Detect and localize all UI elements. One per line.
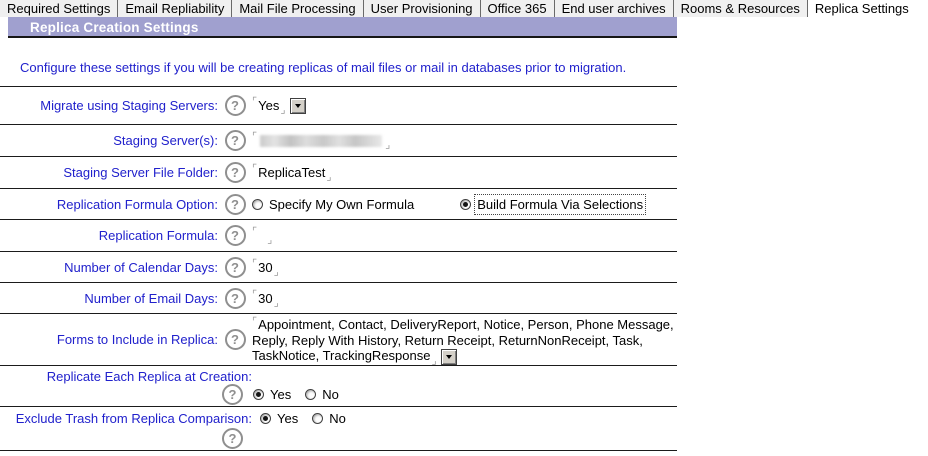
row-forms-to-include-in-replica: Forms to Include in Replica: ? ⌜Appointm… [0, 314, 677, 367]
field-marker-right-icon: ⌟ [280, 103, 286, 116]
field-marker-right-icon: ⌟ [326, 170, 332, 183]
tab-divider [553, 0, 555, 17]
tab-user-provisioning[interactable]: User Provisioning [363, 0, 480, 17]
radio-specify-my-own-formula[interactable]: Specify My Own Formula [252, 197, 414, 212]
section-header-bar: Replica Creation Settings [8, 17, 677, 38]
tab-divider [806, 0, 808, 17]
forms-to-include-field[interactable]: Appointment, Contact, DeliveryReport, No… [252, 317, 674, 363]
field-label: Replicate Each Replica at Creation: [46, 368, 252, 384]
help-icon[interactable]: ? [222, 383, 243, 405]
tab-divider [479, 0, 481, 17]
radio-build-formula-via-selections[interactable]: Build Formula Via Selections [460, 193, 647, 215]
page-title: Replica Creation Settings [30, 20, 199, 35]
row-replicate-each-replica-at-creation: Replicate Each Replica at Creation: ? Ye… [0, 366, 677, 407]
help-icon[interactable]: ? [224, 130, 246, 151]
help-icon[interactable]: ? [224, 225, 246, 246]
row-replication-formula-option: Replication Formula Option: ? Specify My… [0, 189, 677, 220]
help-icon[interactable]: ? [224, 162, 246, 183]
tab-rooms-resources[interactable]: Rooms & Resources [673, 0, 807, 17]
radio-button-icon[interactable] [305, 388, 317, 400]
field-label: Migrate using Staging Servers: [40, 98, 218, 113]
radio-button-icon[interactable] [252, 198, 263, 210]
radio-label: No [322, 386, 339, 402]
field-marker-left-icon: ⌜ [252, 315, 258, 328]
radio-label: Yes [270, 386, 292, 402]
tab-divider [672, 0, 674, 17]
field-marker-left-icon: ⌜ [252, 130, 258, 143]
radio-label: Specify My Own Formula [269, 196, 415, 212]
tab-office-365[interactable]: Office 365 [480, 0, 554, 17]
help-icon[interactable]: ? [222, 427, 243, 449]
help-icon[interactable]: ? [224, 193, 246, 215]
field-marker-left-icon: ⌜ [252, 225, 258, 238]
calendar-days-field[interactable]: 30 [258, 259, 273, 275]
row-staging-servers: Staging Server(s): ? ⌜ ⌟ [0, 125, 677, 157]
tab-divider [362, 0, 364, 17]
radio-label: Build Formula Via Selections [474, 193, 647, 215]
radio-replicate-yes[interactable]: Yes [253, 387, 291, 402]
dropdown-arrow-icon [294, 103, 301, 108]
radio-button-icon[interactable] [260, 412, 271, 424]
dropdown-button[interactable] [440, 348, 457, 365]
email-days-field[interactable]: 30 [258, 290, 273, 306]
tab-divider [231, 0, 233, 17]
field-label: Forms to Include in Replica: [56, 331, 218, 347]
field-marker-left-icon: ⌜ [252, 287, 258, 301]
replica-settings-form: Migrate using Staging Servers: ? ⌜ Yes ⌟… [0, 86, 677, 451]
row-replication-formula: Replication Formula: ? ⌜ ⌟ [0, 220, 677, 252]
radio-exclude-trash-yes[interactable]: Yes [260, 411, 298, 426]
dropdown-arrow-icon [445, 354, 452, 359]
row-exclude-trash-from-replica-comparison: Exclude Trash from Replica Comparison: Y… [0, 407, 677, 451]
row-number-of-calendar-days: Number of Calendar Days: ? ⌜ 30 ⌟ [0, 252, 677, 283]
field-label: Replication Formula: [98, 228, 218, 243]
help-icon[interactable]: ? [224, 328, 246, 350]
dropdown-button[interactable] [289, 97, 306, 114]
field-label: Staging Server(s): [113, 133, 218, 148]
tab-email-repliability[interactable]: Email Repliability [118, 0, 232, 17]
row-number-of-email-days: Number of Email Days: ? ⌜ 30 ⌟ [0, 283, 677, 314]
staging-servers-field-redacted[interactable] [260, 134, 383, 147]
help-icon[interactable]: ? [224, 95, 246, 116]
help-icon[interactable]: ? [224, 287, 246, 309]
radio-button-icon[interactable] [460, 198, 472, 210]
field-label: Exclude Trash from Replica Comparison: [15, 410, 252, 426]
field-marker-left-icon: ⌜ [252, 256, 258, 270]
tab-replica-settings[interactable]: Replica Settings [807, 0, 928, 17]
tab-divider [117, 0, 119, 17]
radio-label: Yes [277, 410, 299, 426]
field-marker-right-icon: ⌟ [273, 295, 279, 309]
tab-mail-file-processing[interactable]: Mail File Processing [232, 0, 363, 17]
intro-text: Configure these settings if you will be … [20, 60, 627, 75]
field-marker-left-icon: ⌜ [252, 162, 258, 175]
field-marker-right-icon: ⌟ [385, 138, 391, 151]
radio-button-icon[interactable] [312, 412, 324, 424]
staging-server-file-folder-field[interactable]: ReplicaTest [258, 165, 326, 180]
tab-required-settings[interactable]: Required Settings [0, 0, 118, 17]
row-staging-server-file-folder: Staging Server File Folder: ? ⌜ ReplicaT… [0, 157, 677, 189]
migrate-staging-servers-field[interactable]: Yes [258, 98, 280, 113]
radio-button-icon[interactable] [253, 388, 264, 400]
field-label: Replication Formula Option: [56, 196, 218, 212]
field-label: Staging Server File Folder: [63, 165, 218, 180]
field-marker-left-icon: ⌜ [252, 95, 258, 108]
row-migrate-using-staging-servers: Migrate using Staging Servers: ? ⌜ Yes ⌟ [0, 87, 677, 125]
field-label: Number of Calendar Days: [64, 259, 218, 275]
field-label: Number of Email Days: [84, 290, 218, 306]
tab-end-user-archives[interactable]: End user archives [554, 0, 673, 17]
help-icon[interactable]: ? [224, 256, 246, 278]
radio-label: No [329, 410, 346, 426]
settings-tab-bar: Required Settings Email Repliability Mai… [0, 0, 928, 17]
radio-exclude-trash-no[interactable]: No [312, 411, 346, 426]
field-marker-right-icon: ⌟ [431, 354, 437, 367]
field-marker-right-icon: ⌟ [273, 264, 279, 278]
radio-replicate-no[interactable]: No [305, 387, 339, 402]
field-marker-right-icon: ⌟ [267, 233, 273, 246]
